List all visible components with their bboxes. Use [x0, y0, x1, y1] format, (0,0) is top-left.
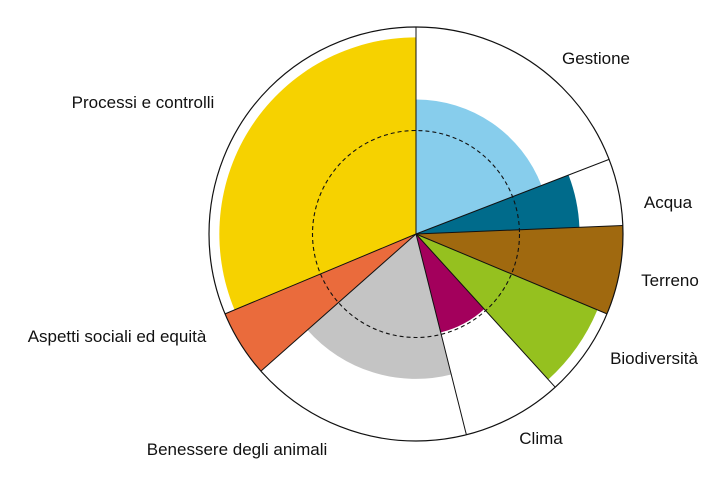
label-biodiversita: Biodiversità — [610, 349, 698, 368]
reference-ring — [311, 129, 521, 339]
sector-acqua — [416, 175, 580, 234]
outer-outline — [208, 26, 624, 442]
label-acqua: Acqua — [644, 193, 693, 212]
sector-benessere-degli-animali — [307, 234, 452, 379]
sector-terreno — [416, 225, 624, 314]
sector-divider — [415, 158, 610, 235]
sector-fills — [219, 37, 624, 380]
label-benessere-degli-animali: Benessere degli animali — [147, 440, 328, 459]
category-labels: Gestione Acqua Terreno Biodiversità Clima Ben… — [28, 49, 699, 459]
sector-divider — [415, 233, 556, 388]
sector-clima — [416, 234, 485, 333]
label-clima: Clima — [519, 429, 563, 448]
label-terreno: Terreno — [641, 271, 699, 290]
sector-divider — [224, 233, 417, 315]
sector-divider — [415, 233, 608, 315]
sector-divider — [260, 233, 417, 372]
sector-processi-e-controlli — [219, 37, 416, 310]
sector-divider — [415, 225, 623, 235]
sector-biodiversita — [416, 234, 598, 380]
label-gestione: Gestione — [562, 49, 630, 68]
reference-ring-circle — [311, 129, 521, 339]
label-aspetti-sociali-ed-equita: Aspetti sociali ed equità — [28, 327, 207, 346]
label-processi-e-controlli: Processi e controlli — [72, 93, 215, 112]
sector-divider — [415, 233, 467, 435]
sector-gestione — [416, 99, 542, 234]
sector-aspetti-sociali-ed-equita — [225, 234, 416, 372]
